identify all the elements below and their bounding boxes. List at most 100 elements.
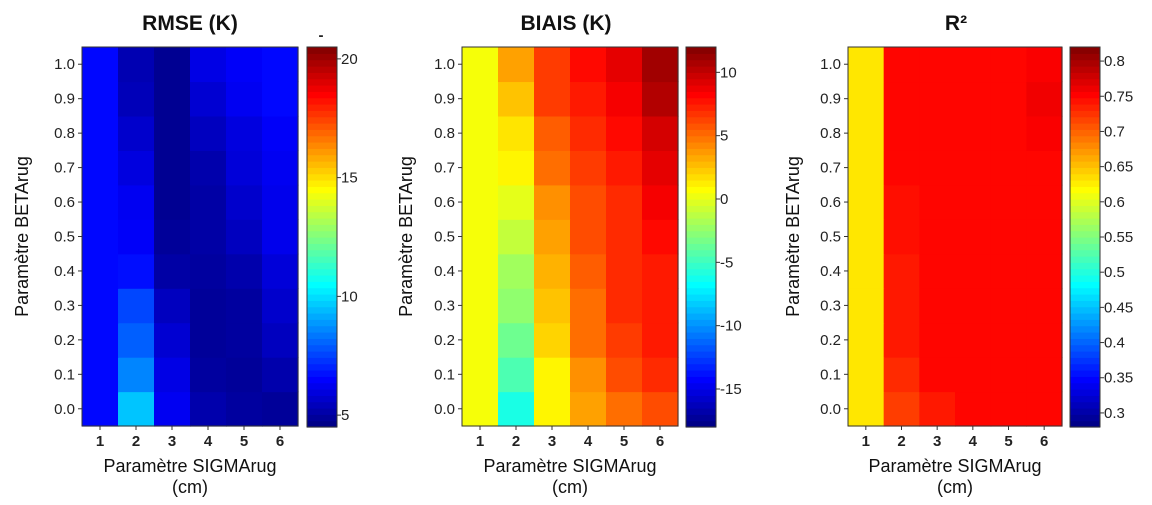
colorbar-segment (307, 281, 337, 289)
colorbar-segment (686, 414, 716, 422)
heatmap-cell (955, 357, 992, 393)
colorbar-tick-label: 0.7 (1104, 123, 1125, 140)
heatmap-cell (1026, 219, 1063, 255)
heatmap-cell (883, 47, 920, 83)
heatmap-cell (154, 391, 191, 427)
heatmap-cell (848, 150, 885, 186)
colorbar-segment (307, 300, 337, 308)
heatmap-cell (642, 288, 679, 324)
colorbar-segment (686, 66, 716, 73)
colorbar-segment (307, 389, 337, 396)
colorbar-segment (686, 205, 716, 213)
colorbar-segment (307, 414, 337, 422)
heatmap-cell (82, 81, 119, 117)
heatmap-cell (606, 150, 643, 186)
heatmap-cell (534, 219, 571, 255)
heatmap-cell (570, 322, 607, 358)
heatmap-cell (990, 322, 1027, 358)
heatmap-cell (883, 288, 920, 324)
colorbar-segment (686, 192, 716, 200)
colorbar-segment (686, 363, 716, 371)
heatmap-cell (226, 288, 263, 324)
colorbar-tick-label: 5 (341, 407, 349, 424)
heatmap-cell (262, 115, 299, 151)
heatmap-cell (118, 150, 155, 186)
heatmap-cell (154, 150, 191, 186)
heatmap-cell (498, 47, 535, 83)
colorbar-segment (307, 237, 337, 244)
x-tick-label: 3 (933, 433, 941, 450)
heatmap-cell (82, 184, 119, 220)
heatmap-cell (990, 150, 1027, 186)
heatmap-cell (1026, 253, 1063, 289)
colorbar-segment (686, 104, 716, 111)
colorbar-segment (1070, 237, 1100, 244)
heatmap-cell (82, 253, 119, 289)
heatmap-cell (462, 357, 499, 393)
colorbar-segment (686, 300, 716, 308)
colorbar-segment (307, 249, 337, 257)
heatmap-cell (262, 150, 299, 186)
colorbar-segment (1070, 395, 1100, 403)
colorbar-segment (307, 85, 337, 92)
colorbar-segment (1070, 338, 1100, 346)
x-tick-label: 5 (1004, 433, 1012, 450)
colorbar-segment (1070, 53, 1100, 61)
colorbar-segment (686, 332, 716, 339)
colorbar-segment (1070, 129, 1100, 137)
heatmap-cell (262, 219, 299, 255)
colorbar-segment (686, 281, 716, 289)
colorbar-segment (307, 186, 337, 194)
colorbar-segment (686, 370, 716, 377)
colorbar-tick-label: 0.6 (1104, 194, 1125, 211)
y-tick-label: 0.0 (54, 401, 75, 418)
heatmap-cell (606, 322, 643, 358)
heatmap-cell (1026, 184, 1063, 220)
colorbar-segment (1070, 218, 1100, 225)
heatmap-cell (498, 81, 535, 117)
colorbar-segment (686, 224, 716, 232)
colorbar-segment (307, 294, 337, 301)
colorbar-segment (1070, 262, 1100, 270)
heatmap-cell (262, 357, 299, 393)
heatmap-cell (118, 81, 155, 117)
colorbar-segment (686, 243, 716, 251)
colorbar-segment (1070, 167, 1100, 175)
heatmap-cell (570, 357, 607, 393)
x-axis-label: Paramètre SIGMArug (103, 456, 276, 476)
y-axis-label: Paramètre BETArug (396, 156, 416, 317)
colorbar-segment (1070, 123, 1100, 130)
heatmap-cell (642, 219, 679, 255)
heatmap-cell (82, 391, 119, 427)
heatmap-cell (570, 115, 607, 151)
heatmap-cell (883, 219, 920, 255)
heatmap-cell (534, 357, 571, 393)
x-tick-label: 2 (132, 433, 140, 450)
colorbar-segment (686, 357, 716, 365)
colorbar-segment (307, 287, 337, 295)
colorbar-segment (686, 420, 716, 428)
colorbar-segment (686, 148, 716, 156)
heatmap-cell (154, 322, 191, 358)
colorbar-tick-label: 0.4 (1104, 335, 1125, 352)
colorbar-segment (686, 180, 716, 187)
colorbar-segment (1070, 344, 1100, 352)
heatmap-cell (955, 184, 992, 220)
colorbar-segment (307, 78, 337, 86)
heatmap-cell (262, 47, 299, 83)
heatmap-cell (642, 47, 679, 83)
colorbar-tick-label: 0.35 (1104, 370, 1133, 387)
heatmap-cell (606, 357, 643, 393)
colorbar-segment (686, 218, 716, 225)
heatmap-cell (919, 219, 956, 255)
colorbar-segment (307, 243, 337, 251)
colorbar-segment (307, 192, 337, 200)
heatmap-cell (226, 184, 263, 220)
heatmap-cell (1026, 357, 1063, 393)
colorbar-segment (307, 395, 337, 403)
heatmap-cell (990, 219, 1027, 255)
heatmap-cell (534, 322, 571, 358)
colorbar-segment (1070, 205, 1100, 213)
colorbar-segment (1070, 142, 1100, 149)
